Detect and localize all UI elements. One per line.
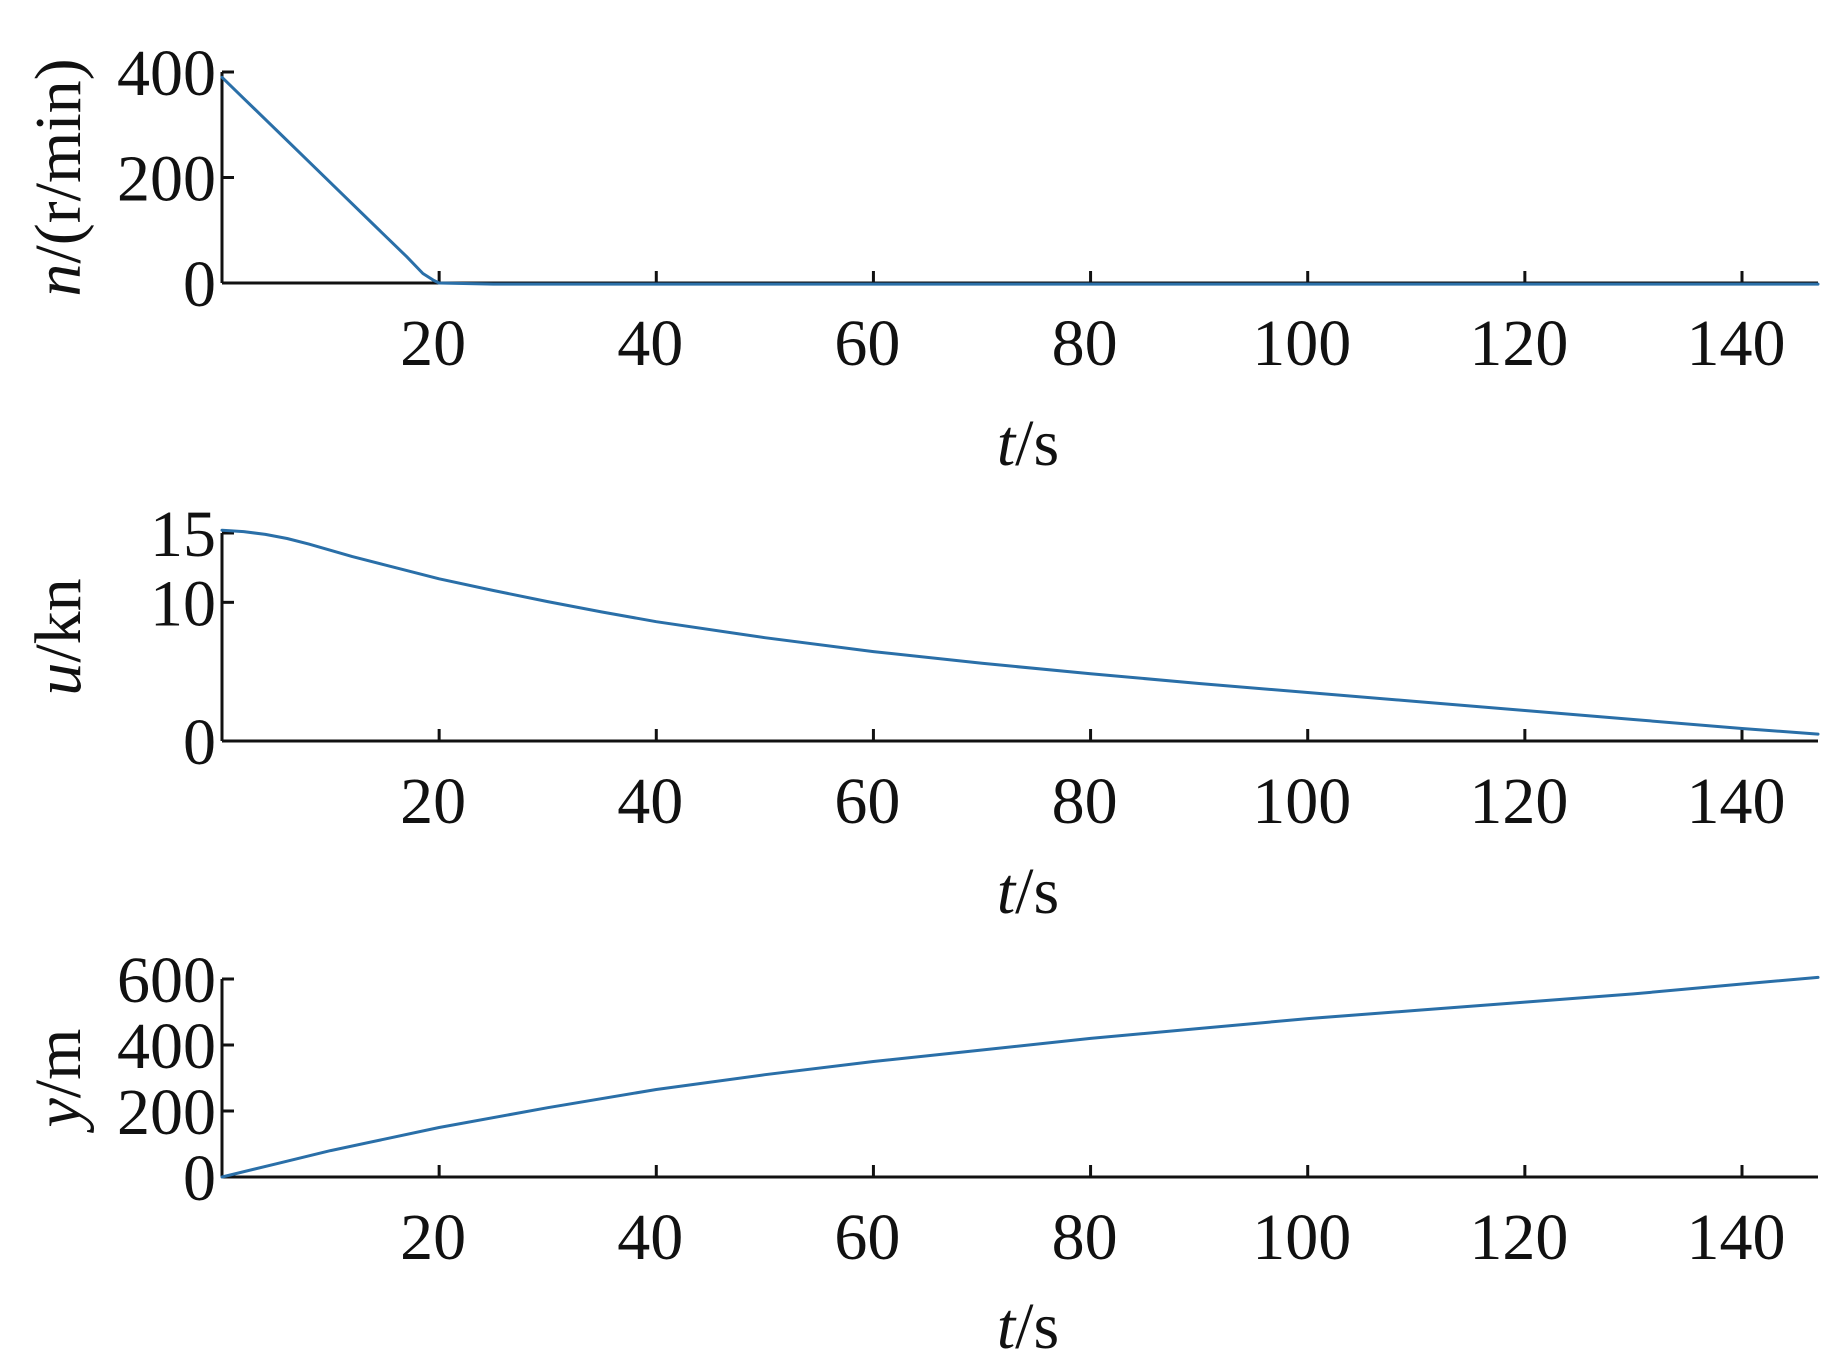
velocity-x-tick-label: 140 [1687,765,1786,838]
velocity-y-tick-label: 0 [183,706,216,779]
position-y-axis-title: y/m [22,1029,95,1134]
speed-x-tick-label: 120 [1469,307,1568,380]
speed-x-tick-label: 100 [1252,307,1351,380]
velocity-series-line [220,528,1820,736]
position-x-tick-label: 100 [1252,1201,1351,1274]
position-x-tick-label: 20 [400,1201,466,1274]
speed-x-axis-title: t/s [997,407,1059,480]
speed-series-line [220,75,1820,286]
position-x-tick-label: 40 [617,1201,683,1274]
velocity-y-tick-label: 10 [150,567,216,640]
speed-x-tick-label: 20 [400,307,466,380]
velocity-x-tick-label: 100 [1252,765,1351,838]
speed-y-axis-title: n/(r/min) [22,58,95,296]
position-x-tick-label: 80 [1052,1201,1118,1274]
speed-x-tick-label: 80 [1052,307,1118,380]
velocity-y-tick-label: 15 [150,498,216,571]
position-x-tick-label: 60 [834,1201,900,1274]
speed-x-tick-label: 40 [617,307,683,380]
speed-x-tick-label: 140 [1687,307,1786,380]
velocity-x-tick-label: 80 [1052,765,1118,838]
position-y-tick-label: 600 [117,944,216,1017]
speed-y-tick-label: 400 [117,37,216,110]
position-x-axis-title: t/s [997,1290,1059,1352]
position-y-tick-label: 0 [183,1142,216,1215]
velocity-x-tick-label: 20 [400,765,466,838]
position-series-line [220,975,1820,1179]
position-y-tick-label: 400 [117,1010,216,1083]
velocity-x-tick-label: 40 [617,765,683,838]
velocity-x-tick-label: 60 [834,765,900,838]
position-x-tick-label: 140 [1687,1201,1786,1274]
speed-x-tick-label: 60 [834,307,900,380]
speed-y-tick-label: 200 [117,143,216,216]
velocity-x-tick-label: 120 [1469,765,1568,838]
speed-panel: 20 40 60 80 100 120 140 0 200 400 t/s n/(r/min) [22,37,1820,480]
velocity-y-axis-title: u/kn [22,578,95,695]
speed-y-tick-label: 0 [183,248,216,321]
position-x-tick-label: 120 [1469,1201,1568,1274]
position-y-tick-label: 200 [117,1076,216,1149]
velocity-x-axis-title: t/s [997,855,1059,928]
